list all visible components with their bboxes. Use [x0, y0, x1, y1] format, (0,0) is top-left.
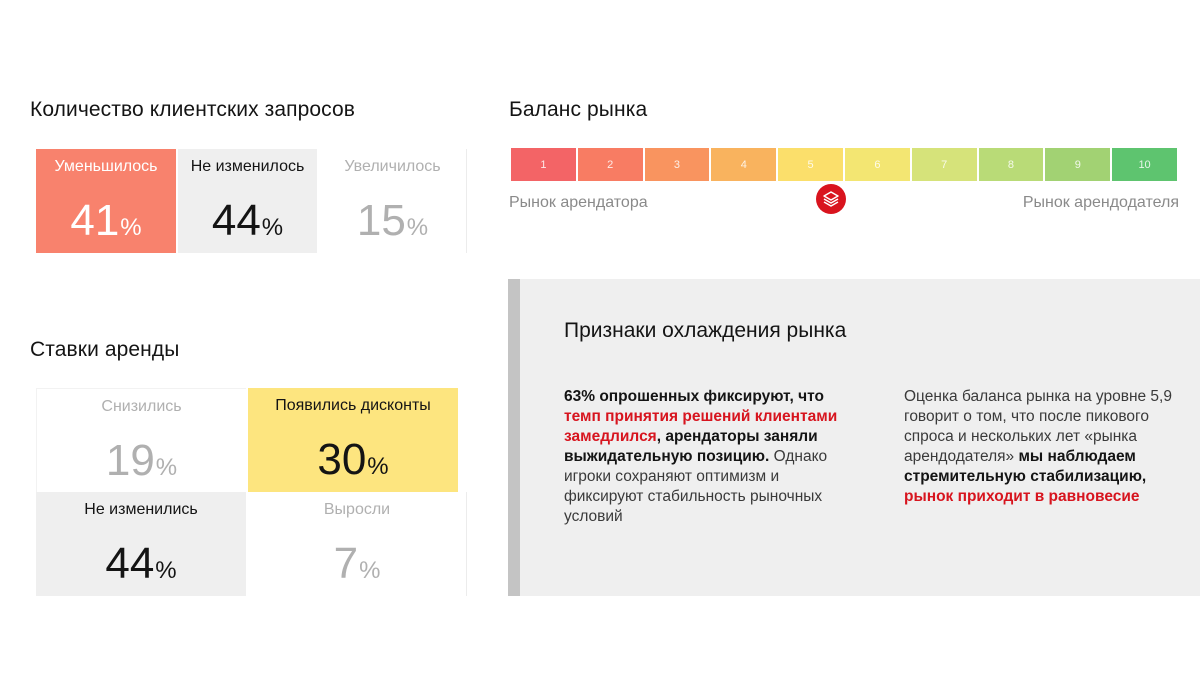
cooling-signs-text-right: Оценка баланса рынка на уровне 5,9 говор… — [904, 388, 1172, 505]
stat-value: 41% — [70, 196, 142, 245]
scale-segment-2: 2 — [577, 148, 643, 181]
stat-label: Уменьшилось — [54, 158, 158, 175]
stat-label: Не изменились — [84, 501, 198, 518]
stat-label: Появились дисконты — [275, 397, 431, 414]
client-requests-grid: Уменьшилось 41% Не изменилось 44% Увелич… — [36, 149, 467, 253]
stat-value: 44% — [211, 196, 284, 245]
tenant-market-caption: Рынок арендатора — [509, 194, 648, 211]
stat-label: Снизились — [101, 398, 182, 415]
client-requests-title: Количество клиентских запросов — [30, 98, 356, 121]
stat-value: 7% — [333, 539, 381, 588]
rent-rates-title: Ставки аренды — [30, 338, 180, 361]
cooling-signs-text-left: 63% опрошенных фиксируют, что темп приня… — [564, 388, 838, 525]
rent-rates-grid: Снизились 19% Появились дисконты 30% Не … — [36, 388, 467, 596]
stat-cell-increased: Увеличилось 15% — [319, 149, 467, 253]
market-balance-scale: 1 2 3 4 5 6 7 8 9 10 — [511, 148, 1177, 181]
scale-segment-6: 6 — [844, 148, 910, 181]
landlord-market-caption: Рынок арендодателя — [1022, 194, 1179, 211]
layers-icon — [823, 191, 839, 207]
stat-value: 44% — [105, 539, 177, 588]
panel-accent-bar — [508, 279, 520, 596]
stat-cell-increased: Выросли 7% — [248, 492, 467, 596]
cooling-signs-title: Признаки охлаждения рынка — [564, 319, 847, 342]
scale-segment-1: 1 — [511, 148, 576, 181]
stat-cell-unchanged: Не изменились 44% — [36, 492, 246, 596]
balance-marker — [816, 184, 846, 214]
scale-segment-7: 7 — [911, 148, 977, 181]
scale-segment-4: 4 — [711, 148, 777, 181]
stat-cell-decreased: Снизились 19% — [36, 388, 246, 492]
stat-label: Не изменилось — [190, 158, 305, 175]
stat-value: 19% — [105, 436, 178, 485]
stat-cell-discounts: Появились дисконты 30% — [248, 388, 458, 492]
stat-cell-unchanged: Не изменилось 44% — [178, 149, 317, 253]
stat-value: 30% — [317, 435, 389, 484]
scale-segment-9: 9 — [1045, 148, 1111, 181]
market-balance-title: Баланс рынка — [509, 98, 648, 121]
scale-segment-10: 10 — [1112, 148, 1177, 181]
scale-segment-8: 8 — [978, 148, 1044, 181]
stat-label: Увеличилось — [344, 158, 441, 175]
cooling-signs-panel: Признаки охлаждения рынка 63% опрошенных… — [508, 279, 1200, 596]
stat-label: Выросли — [323, 501, 391, 518]
stat-value: 15% — [356, 196, 429, 245]
scale-segment-5: 5 — [778, 148, 843, 181]
scale-segment-3: 3 — [644, 148, 710, 181]
stat-cell-decreased: Уменьшилось 41% — [36, 149, 176, 253]
